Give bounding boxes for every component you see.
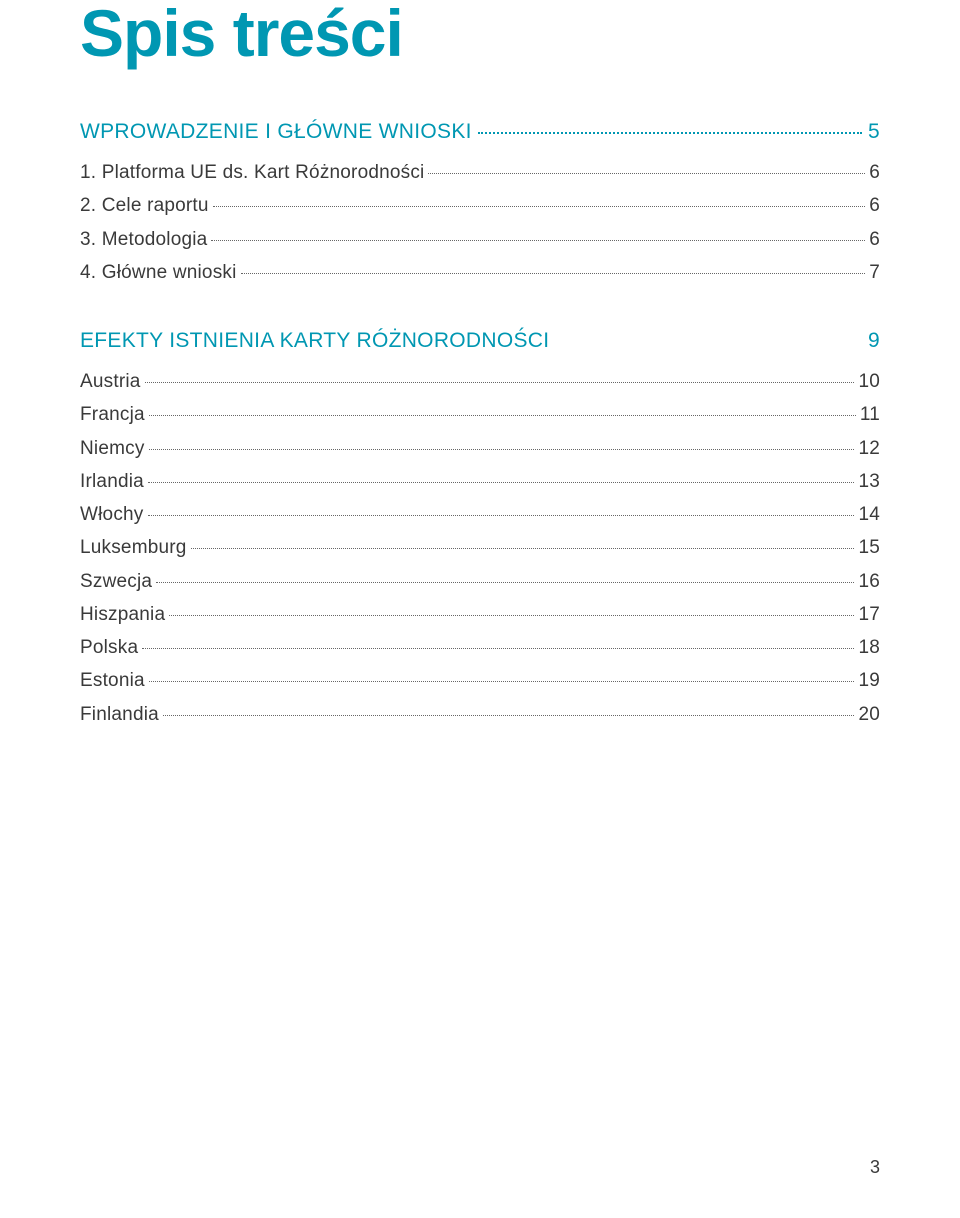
toc-label: Luksemburg	[80, 531, 187, 564]
leader-dots	[142, 648, 854, 649]
leader-dots	[149, 415, 856, 416]
toc-label: Szwecja	[80, 565, 152, 598]
toc-line: Niemcy 12	[80, 432, 880, 465]
toc-page: 6	[869, 156, 880, 189]
leader-dots	[156, 582, 854, 583]
section-heading-label: WPROWADZENIE I GŁÓWNE WNIOSKI	[80, 120, 472, 144]
toc-page: 20	[858, 698, 880, 731]
toc-line: 1. Platforma UE ds. Kart Różnorodności 6	[80, 156, 880, 189]
toc-page: 17	[858, 598, 880, 631]
toc-label: 1. Platforma UE ds. Kart Różnorodności	[80, 156, 424, 189]
toc-label: 3. Metodologia	[80, 223, 207, 256]
toc-line: 2. Cele raportu 6	[80, 189, 880, 222]
section-heading: WPROWADZENIE I GŁÓWNE WNIOSKI 5	[80, 120, 880, 144]
toc-page: 13	[858, 465, 880, 498]
leader-dots	[241, 273, 866, 274]
toc-label: Irlandia	[80, 465, 144, 498]
leader-dots	[145, 382, 855, 383]
toc-line: Francja 11	[80, 398, 880, 431]
toc-page: 16	[858, 565, 880, 598]
toc-line: Szwecja 16	[80, 565, 880, 598]
section-heading-page: 5	[868, 120, 880, 144]
leader-dots	[191, 548, 855, 549]
leader-dots	[478, 132, 862, 134]
toc-line: Luksemburg 15	[80, 531, 880, 564]
toc-page: 7	[869, 256, 880, 289]
toc-page: 14	[858, 498, 880, 531]
toc-page: 19	[858, 664, 880, 697]
toc-line: Polska 18	[80, 631, 880, 664]
section-heading-label: EFEKTY ISTNIENIA KARTY RÓŻNORODNOŚCI	[80, 329, 549, 353]
toc-label: Hiszpania	[80, 598, 165, 631]
leader-dots	[211, 240, 865, 241]
leader-dots	[213, 206, 866, 207]
toc-page: 6	[869, 223, 880, 256]
toc-line: 4. Główne wnioski 7	[80, 256, 880, 289]
leader-dots	[149, 449, 855, 450]
toc-label: Estonia	[80, 664, 145, 697]
toc-label: 2. Cele raportu	[80, 189, 209, 222]
toc-line: 3. Metodologia 6	[80, 223, 880, 256]
toc-page: 6	[869, 189, 880, 222]
leader-dots	[428, 173, 865, 174]
leader-dots	[163, 715, 855, 716]
section-heading: EFEKTY ISTNIENIA KARTY RÓŻNORODNOŚCI 9	[80, 329, 880, 353]
toc-page: 12	[858, 432, 880, 465]
toc-line: Irlandia 13	[80, 465, 880, 498]
leader-dots	[148, 482, 855, 483]
section-heading-page: 9	[868, 329, 880, 353]
toc-section: EFEKTY ISTNIENIA KARTY RÓŻNORODNOŚCI 9 A…	[80, 329, 880, 731]
toc-section: WPROWADZENIE I GŁÓWNE WNIOSKI 5 1. Platf…	[80, 120, 880, 289]
page-number: 3	[870, 1157, 880, 1178]
toc-label: Niemcy	[80, 432, 145, 465]
toc-page: 11	[860, 398, 880, 431]
toc-label: 4. Główne wnioski	[80, 256, 237, 289]
toc-line: Włochy 14	[80, 498, 880, 531]
toc-line: Hiszpania 17	[80, 598, 880, 631]
leader-dots	[149, 681, 855, 682]
toc-line: Finlandia 20	[80, 698, 880, 731]
toc-line: Estonia 19	[80, 664, 880, 697]
page-title: Spis treści	[80, 0, 880, 66]
leader-dots	[169, 615, 854, 616]
toc-page: 18	[858, 631, 880, 664]
toc-page: 10	[858, 365, 880, 398]
toc-label: Włochy	[80, 498, 144, 531]
toc-label: Finlandia	[80, 698, 159, 731]
leader-dots	[148, 515, 855, 516]
toc-line: Austria 10	[80, 365, 880, 398]
toc-label: Austria	[80, 365, 141, 398]
toc-page: 15	[858, 531, 880, 564]
toc-label: Francja	[80, 398, 145, 431]
toc-label: Polska	[80, 631, 138, 664]
